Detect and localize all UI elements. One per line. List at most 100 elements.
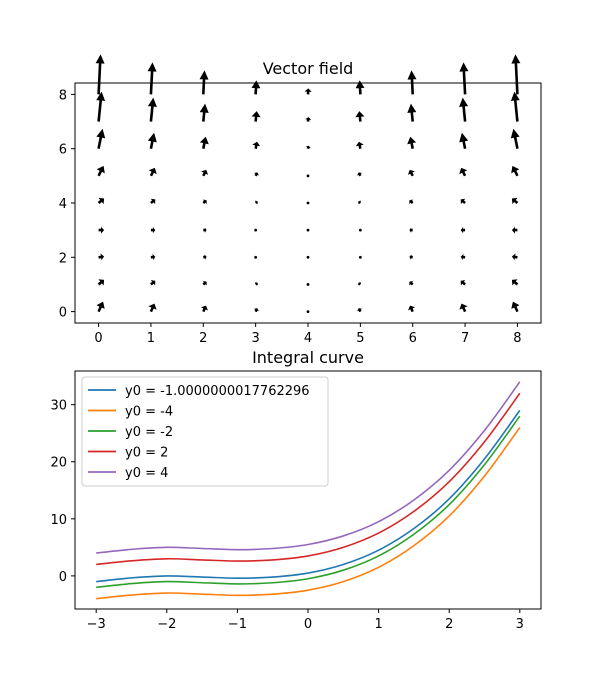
series-line bbox=[96, 415, 521, 589]
vector-arrow bbox=[98, 253, 105, 261]
vector-arrow bbox=[201, 169, 209, 177]
vector-arrow bbox=[150, 227, 156, 234]
vector-arrow bbox=[148, 167, 157, 177]
vector-arrow bbox=[407, 103, 417, 122]
x-tick-label: 3 bbox=[251, 331, 259, 346]
vector-arrow bbox=[511, 279, 519, 286]
vector-arrow bbox=[511, 226, 518, 234]
x-tick-label: 1 bbox=[147, 331, 155, 346]
vector-arrow bbox=[251, 80, 261, 95]
y-tick-label: 4 bbox=[59, 197, 67, 212]
vector-arrow bbox=[98, 226, 105, 234]
x-tick-label: −3 bbox=[87, 617, 106, 632]
integral-curve-axes: Integral curve −3 −2 −1 0 1 2 3 0 10 20 30 y0 = -… bbox=[50, 348, 542, 632]
vector-arrow bbox=[357, 308, 363, 313]
vector-arrow bbox=[511, 54, 521, 95]
integral-curve-title: Integral curve bbox=[252, 348, 364, 367]
x-tick-label: 5 bbox=[356, 331, 364, 346]
vector-arrow bbox=[511, 301, 520, 313]
vector-arrow bbox=[408, 305, 415, 313]
vector-arrow bbox=[97, 197, 105, 205]
y-tick-label: 8 bbox=[59, 88, 67, 103]
vector-field-frame bbox=[74, 82, 542, 324]
vector-arrow bbox=[510, 128, 520, 149]
vector-arrow bbox=[358, 228, 362, 232]
vector-arrow bbox=[459, 303, 468, 313]
vector-arrow bbox=[147, 132, 157, 149]
vector-arrow bbox=[409, 254, 413, 260]
vector-arrow bbox=[147, 97, 157, 122]
vector-arrow bbox=[409, 227, 413, 233]
vector-arrow bbox=[358, 255, 362, 259]
vector-arrow bbox=[203, 254, 207, 260]
vector-arrow bbox=[96, 91, 106, 122]
vector-arrow bbox=[147, 62, 157, 95]
vector-arrow bbox=[306, 228, 310, 232]
vector-arrow bbox=[460, 227, 466, 234]
vector-field-title: Vector field bbox=[263, 59, 354, 78]
vector-arrow bbox=[148, 303, 157, 313]
vector-arrow bbox=[306, 201, 310, 205]
vector-arrow bbox=[460, 280, 466, 286]
vector-arrow bbox=[355, 111, 365, 122]
series-line bbox=[96, 381, 521, 554]
vector-arrow bbox=[199, 70, 209, 95]
vector-arrow bbox=[460, 198, 466, 205]
vector-arrow bbox=[355, 141, 364, 149]
vector-arrow bbox=[511, 197, 519, 205]
vector-arrow bbox=[459, 167, 468, 177]
vector-field-x-ticks: 0 1 2 3 4 5 6 7 8 bbox=[94, 323, 522, 346]
vector-field-axes: Vector field 0 1 2 3 4 5 6 7 8 0 2 4 6 8 bbox=[59, 54, 542, 346]
vector-arrow bbox=[460, 254, 466, 260]
x-tick-label: 2 bbox=[199, 331, 207, 346]
vector-arrow bbox=[305, 117, 312, 122]
vector-arrow bbox=[254, 255, 258, 259]
vector-arrow bbox=[407, 169, 415, 177]
vector-arrow bbox=[96, 301, 105, 313]
x-tick-label: 2 bbox=[445, 617, 453, 632]
x-tick-label: 3 bbox=[516, 617, 524, 632]
vector-arrow bbox=[150, 198, 156, 205]
vector-arrow bbox=[201, 305, 208, 313]
x-tick-label: 0 bbox=[94, 331, 102, 346]
vector-arrow bbox=[459, 97, 469, 122]
vector-arrow bbox=[97, 279, 105, 286]
vector-arrow bbox=[96, 165, 105, 177]
y-tick-label: 0 bbox=[59, 570, 67, 585]
vector-arrow bbox=[511, 165, 520, 177]
vector-arrow bbox=[305, 145, 311, 149]
x-tick-label: 1 bbox=[374, 617, 382, 632]
vector-arrow bbox=[202, 199, 207, 205]
legend-label: y0 = -2 bbox=[125, 425, 173, 440]
series-line bbox=[96, 392, 521, 566]
vector-arrow bbox=[355, 80, 365, 95]
x-tick-label: 4 bbox=[304, 331, 312, 346]
legend-box bbox=[81, 376, 329, 487]
vector-arrow bbox=[306, 174, 310, 178]
vector-arrow bbox=[306, 310, 310, 313]
series-line bbox=[96, 427, 521, 600]
vector-arrow bbox=[254, 228, 258, 232]
y-tick-label: 20 bbox=[50, 456, 67, 471]
legend-label: y0 = 2 bbox=[125, 446, 168, 461]
x-tick-label: −2 bbox=[157, 617, 176, 632]
vector-arrow bbox=[150, 254, 156, 260]
vector-arrow bbox=[306, 255, 310, 259]
vector-arrow bbox=[407, 70, 417, 95]
vector-arrow bbox=[202, 280, 207, 286]
integral-curve-frame bbox=[74, 370, 542, 610]
vector-arrow bbox=[459, 62, 469, 95]
vector-arrow bbox=[251, 111, 261, 122]
vector-arrow bbox=[252, 141, 261, 149]
legend-label: y0 = -4 bbox=[125, 405, 173, 420]
integral-curve-lines bbox=[96, 381, 521, 600]
y-tick-label: 6 bbox=[59, 143, 67, 158]
vector-arrow bbox=[96, 128, 106, 149]
vector-field-y-ticks: 0 2 4 6 8 bbox=[59, 88, 75, 321]
series-line bbox=[96, 409, 521, 583]
legend-label: y0 = -1.0000000017762296 bbox=[125, 384, 310, 399]
vector-arrow bbox=[407, 136, 417, 149]
vector-arrow bbox=[358, 281, 362, 286]
vector-arrow bbox=[199, 136, 209, 149]
